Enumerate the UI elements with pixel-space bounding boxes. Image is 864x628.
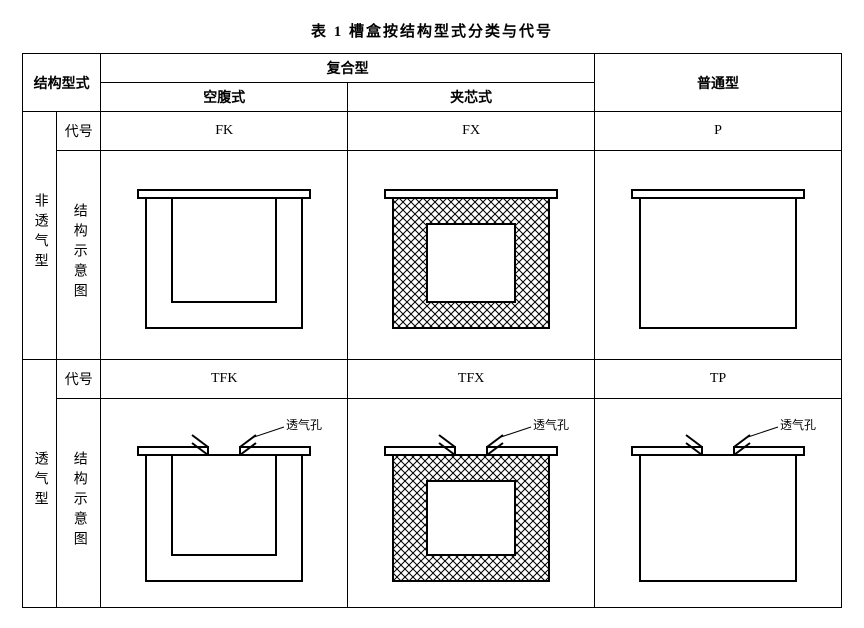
vent-hole-label: 透气孔 [780, 417, 816, 432]
diagram-tp: 透气孔 [595, 399, 842, 608]
sublabel-code-2: 代号 [57, 360, 101, 399]
rowgroup-non-vent-label: 非透气型 [30, 193, 50, 273]
code-fk: FK [101, 112, 348, 151]
sublabel-diagram-2: 结构示意图 [57, 399, 101, 608]
rowgroup-non-vent: 非透气型 [23, 112, 57, 360]
sublabel-code-1: 代号 [57, 112, 101, 151]
diagram-fk [101, 151, 348, 360]
vent-hole-label: 透气孔 [533, 417, 569, 432]
header-hollow: 空腹式 [101, 83, 348, 112]
classification-table: 结构型式 复合型 普通型 空腹式 夹芯式 非透气型 代号 FK FX P 结构示… [22, 53, 842, 608]
code-tfx: TFX [348, 360, 595, 399]
code-p: P [595, 112, 842, 151]
vent-hole-label: 透气孔 [286, 417, 322, 432]
header-ordinary: 普通型 [595, 54, 842, 112]
diagram-fx [348, 151, 595, 360]
rowgroup-vent: 透气型 [23, 360, 57, 608]
header-sandwich: 夹芯式 [348, 83, 595, 112]
sublabel-diagram-1: 结构示意图 [57, 151, 101, 360]
diagram-tfx: 透气孔 [348, 399, 595, 608]
code-fx: FX [348, 112, 595, 151]
diagram-p [595, 151, 842, 360]
diagram-tfk: 透气孔 [101, 399, 348, 608]
sublabel-diagram-1-label: 结构示意图 [69, 203, 89, 303]
sublabel-diagram-2-label: 结构示意图 [69, 451, 89, 551]
table-title: 表 1 槽盒按结构型式分类与代号 [20, 20, 844, 41]
code-tp: TP [595, 360, 842, 399]
rowgroup-vent-label: 透气型 [30, 451, 50, 511]
code-tfk: TFK [101, 360, 348, 399]
header-structure-type: 结构型式 [23, 54, 101, 112]
header-composite: 复合型 [101, 54, 595, 83]
